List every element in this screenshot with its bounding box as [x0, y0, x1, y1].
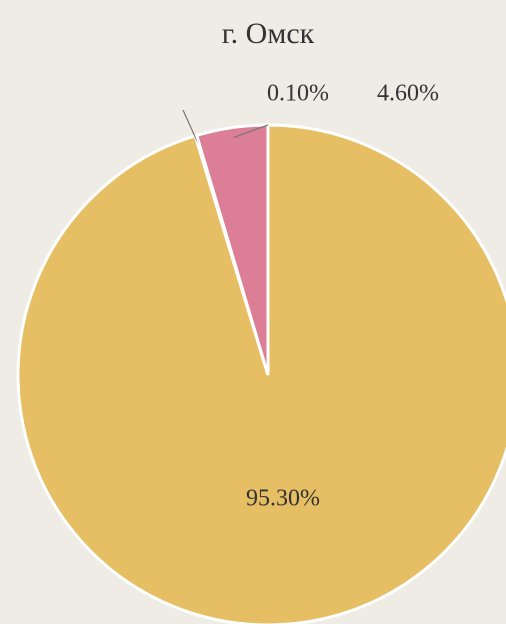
- data-label: 0.10%: [267, 81, 329, 107]
- leader-line: [233, 124, 269, 139]
- leader-line: [182, 109, 200, 146]
- chart-title: г. Омск: [222, 17, 315, 50]
- pie-slice: [16, 123, 506, 624]
- data-label: 95.30%: [246, 486, 320, 512]
- data-label: 4.60%: [377, 81, 439, 107]
